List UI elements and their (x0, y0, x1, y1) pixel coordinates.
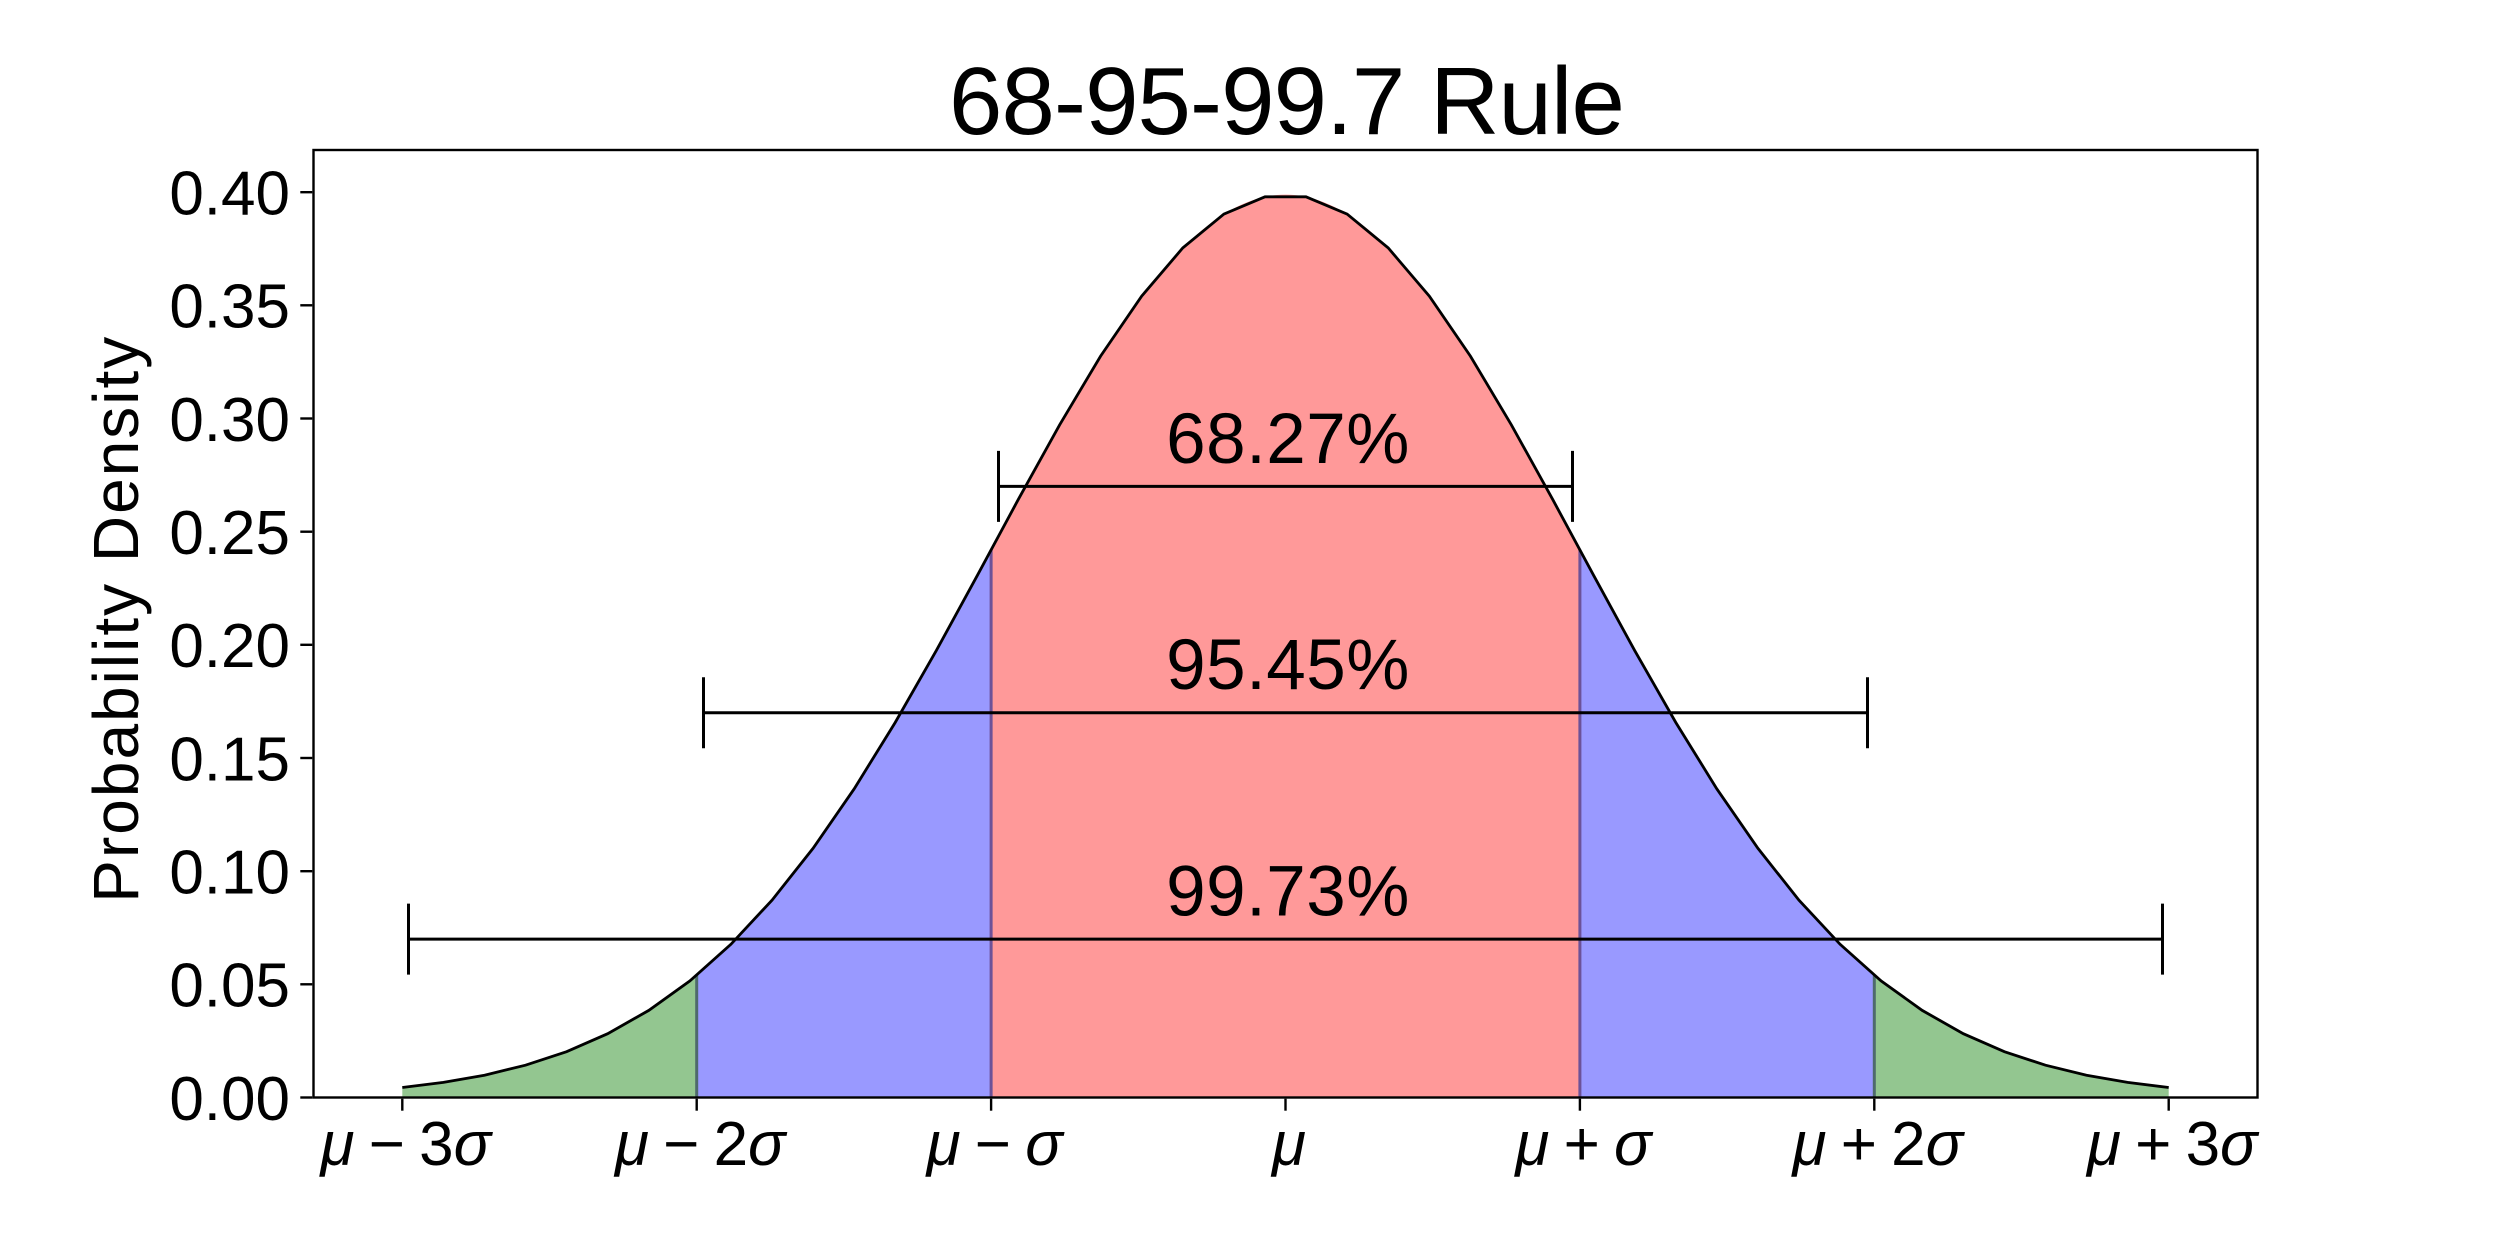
svg-text:μ − 2σ: μ − 2σ (613, 1110, 788, 1179)
svg-text:μ + 3σ: μ + 3σ (2085, 1110, 2260, 1179)
svg-text:μ + σ: μ + σ (1513, 1110, 1654, 1179)
svg-text:0.30: 0.30 (169, 386, 290, 455)
svg-text:0.35: 0.35 (169, 273, 290, 342)
svg-text:μ + 2σ: μ + 2σ (1791, 1110, 1966, 1179)
svg-text:0.15: 0.15 (169, 725, 290, 794)
svg-text:μ − 3σ: μ − 3σ (319, 1110, 494, 1179)
svg-text:99.73%: 99.73% (1166, 852, 1410, 931)
svg-text:68.27%: 68.27% (1166, 400, 1410, 479)
svg-text:95.45%: 95.45% (1166, 626, 1410, 705)
svg-text:68-95-99.7 Rule: 68-95-99.7 Rule (949, 48, 1624, 155)
svg-text:0.20: 0.20 (169, 612, 290, 681)
svg-text:0.10: 0.10 (169, 839, 290, 908)
svg-text:μ: μ (1270, 1110, 1306, 1179)
svg-text:Probability Density: Probability Density (80, 335, 152, 903)
svg-text:0.05: 0.05 (169, 952, 290, 1021)
svg-text:0.40: 0.40 (169, 160, 290, 229)
svg-text:μ − σ: μ − σ (925, 1110, 1066, 1179)
svg-text:0.00: 0.00 (169, 1065, 290, 1134)
svg-text:0.25: 0.25 (169, 499, 290, 568)
